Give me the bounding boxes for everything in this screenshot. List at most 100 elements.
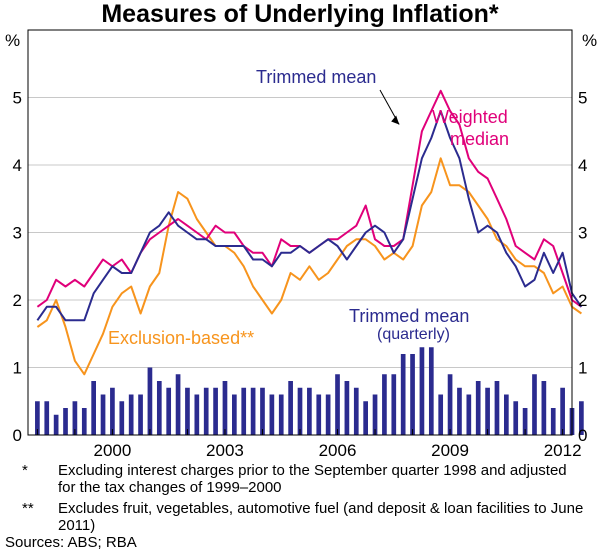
bar (353, 387, 359, 435)
bar (541, 381, 547, 435)
footnote-2-text: Excludes fruit, vegetables, automotive f… (58, 500, 584, 534)
bar (128, 394, 134, 435)
label-trimmed-mean: Trimmed mean (256, 67, 376, 87)
label-weighted-median-2: median (450, 129, 509, 149)
bar (278, 394, 284, 435)
bar (297, 387, 303, 435)
bar (382, 374, 387, 435)
x-tick-label: 2006 (319, 441, 357, 460)
y-tick-label-right: 4 (578, 156, 587, 175)
y-tick-label-left: 0 (13, 426, 22, 445)
x-axis-labels: 2000 2003 2006 2009 2012 (93, 441, 581, 460)
quarterly-bars (35, 347, 584, 435)
bar (260, 387, 265, 435)
bar (81, 408, 87, 435)
bar (91, 381, 96, 435)
bar (241, 387, 247, 435)
y-tick-label-right: 5 (578, 89, 587, 108)
x-tick-label: 2012 (544, 441, 582, 460)
bar (63, 408, 68, 435)
bar (250, 387, 256, 435)
y-axis-left-labels: 0 1 2 3 4 5 (13, 89, 22, 446)
bar (203, 387, 209, 435)
series-line (36, 110, 583, 322)
x-tick-label: 2003 (206, 441, 244, 460)
series-line (36, 157, 582, 376)
bar (269, 394, 275, 435)
bar (119, 401, 125, 435)
footnote-1-text: Excluding interest charges prior to the … (58, 462, 567, 496)
bar (579, 401, 584, 435)
bar (532, 374, 537, 435)
annotation-arrowhead (391, 115, 400, 125)
bar (457, 387, 462, 435)
chart: Measures of Underlying Inflation* 0 1 2 3 4 5… (5, 0, 597, 460)
bar (550, 408, 556, 435)
bar (110, 387, 115, 435)
bar (147, 367, 153, 435)
bar (504, 394, 509, 435)
bar (325, 394, 331, 435)
bar (222, 381, 228, 435)
bar (138, 394, 143, 435)
y-tick-label-left: 1 (13, 359, 22, 378)
y-tick-label-right: 0 (578, 426, 587, 445)
y-tick-label-left: 2 (13, 291, 22, 310)
y-unit-right: % (582, 31, 597, 50)
y-tick-label-right: 2 (578, 291, 587, 310)
bar (288, 381, 293, 435)
bar (363, 401, 368, 435)
label-trimmed-mean-quarterly: Trimmed mean (349, 306, 469, 326)
bar (72, 401, 78, 435)
bar (466, 394, 472, 435)
bar (485, 387, 490, 435)
bar (391, 374, 397, 435)
bar (560, 387, 565, 435)
bar (372, 394, 378, 435)
bar (100, 394, 106, 435)
x-tick-label: 2009 (431, 441, 469, 460)
chart-title: Measures of Underlying Inflation* (101, 0, 499, 28)
footnote-1-mark: * (22, 462, 28, 479)
y-tick-label-left: 3 (13, 224, 22, 243)
y-tick-label-right: 3 (578, 224, 587, 243)
bar (335, 374, 340, 435)
y-tick-label-right: 1 (578, 359, 587, 378)
bar (44, 401, 50, 435)
y-axis-right-labels: 0 1 2 3 4 5 (578, 89, 587, 446)
bar (53, 414, 59, 435)
bar (166, 387, 172, 435)
bar (475, 381, 481, 435)
bar (400, 354, 406, 435)
series-lines (36, 89, 583, 376)
y-tick-label-left: 4 (13, 156, 22, 175)
sources: Sources: ABS; RBA (5, 534, 137, 551)
axis-ticks (36, 429, 564, 435)
bar (494, 381, 500, 435)
gridlines (28, 97, 572, 368)
bar (316, 394, 322, 435)
bar (419, 347, 425, 435)
bar (194, 394, 200, 435)
label-exclusion-based: Exclusion-based** (108, 328, 254, 348)
label-trimmed-mean-quarterly-2: (quarterly) (377, 326, 450, 343)
bar (35, 401, 40, 435)
x-tick-label: 2000 (93, 441, 131, 460)
bar (307, 387, 312, 435)
bar (232, 394, 237, 435)
y-unit-left: % (5, 31, 20, 50)
bar (175, 374, 181, 435)
bar (438, 394, 444, 435)
label-weighted-median: Weighted (432, 107, 508, 127)
bar (513, 401, 519, 435)
footnote-2-mark: ** (22, 500, 34, 517)
bar (447, 374, 453, 435)
bar (522, 408, 528, 435)
y-tick-label-left: 5 (13, 89, 22, 108)
bar (410, 354, 415, 435)
bar (428, 347, 434, 435)
bar (156, 381, 162, 435)
bar (213, 387, 218, 435)
bar (344, 381, 350, 435)
